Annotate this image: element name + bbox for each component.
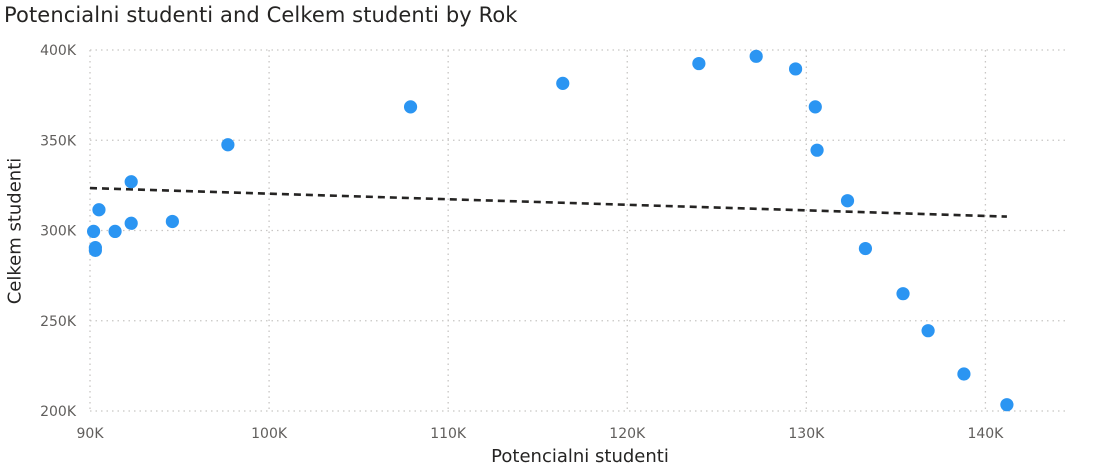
y-tick-label: 350K <box>40 133 77 149</box>
data-points <box>86 49 1014 412</box>
data-point[interactable] <box>86 224 101 239</box>
data-point[interactable] <box>88 243 102 257</box>
data-point[interactable] <box>808 100 822 114</box>
data-point[interactable] <box>749 49 763 63</box>
data-point[interactable] <box>556 76 570 90</box>
grid-layer <box>89 49 1066 412</box>
data-point[interactable] <box>840 194 855 208</box>
data-point[interactable] <box>124 175 138 189</box>
data-point[interactable] <box>957 367 971 381</box>
data-point[interactable] <box>403 100 418 114</box>
data-point[interactable] <box>1000 398 1014 412</box>
x-tick-label: 110K <box>430 426 467 442</box>
x-tick-label: 130K <box>788 426 825 442</box>
data-point[interactable] <box>165 214 179 229</box>
data-point[interactable] <box>692 56 706 71</box>
data-point[interactable] <box>221 138 235 152</box>
data-point[interactable] <box>124 216 138 230</box>
data-point[interactable] <box>788 62 803 76</box>
y-tick-label: 250K <box>40 314 77 330</box>
x-tick-label: 140K <box>967 426 1004 442</box>
trend-line <box>89 186 1007 218</box>
data-point[interactable] <box>92 203 106 217</box>
chart-title: Potencialni studenti and Celkem studenti… <box>4 3 518 27</box>
x-axis: 90K 100K 110K 120K 130K 140K <box>77 426 1005 442</box>
x-tick-label: 90K <box>77 426 105 442</box>
data-point[interactable] <box>858 241 873 256</box>
y-tick-label: 300K <box>40 224 77 240</box>
x-tick-label: 100K <box>251 426 288 442</box>
y-tick-label: 200K <box>40 404 77 420</box>
data-point[interactable] <box>921 324 935 338</box>
data-point[interactable] <box>108 224 122 239</box>
trend-layer <box>89 186 1007 218</box>
data-point[interactable] <box>810 143 824 157</box>
x-axis-title: Potencialni studenti <box>491 446 669 467</box>
x-tick-label: 120K <box>609 426 646 442</box>
data-point[interactable] <box>896 287 910 301</box>
y-tick-label: 400K <box>40 43 77 59</box>
y-axis: 200K 250K 300K 350K 400K <box>40 43 77 420</box>
